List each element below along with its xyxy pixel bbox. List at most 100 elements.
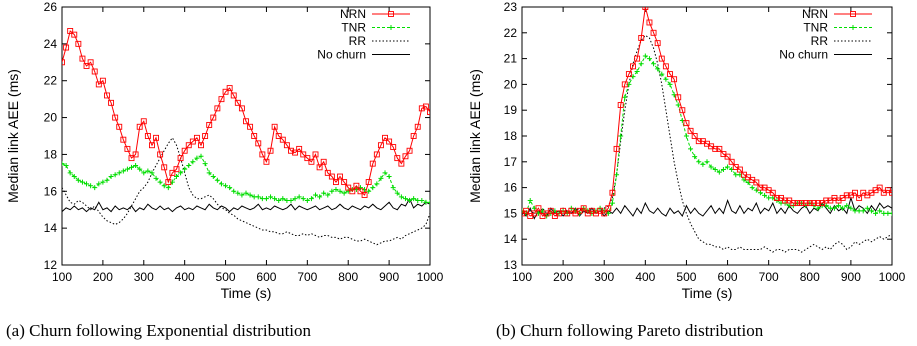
data-point-tnr [815,205,821,211]
data-point-tnr [419,198,425,203]
data-point-tnr [840,205,846,211]
data-point-tnr [100,179,106,185]
data-point-tnr [609,200,615,206]
data-point-nrn [377,142,384,149]
chart-panel-pareto: (b) Churn following Pareto distribution … [467,0,906,340]
data-point-tnr [112,172,118,178]
data-point-nrn [642,7,649,10]
data-point-nrn [712,145,719,152]
data-point-tnr [149,170,155,176]
data-point-nrn [259,151,266,158]
data-point-tnr [427,199,430,205]
data-point-tnr [704,159,710,165]
data-point-nrn [71,31,78,38]
data-point-tnr [374,181,380,187]
data-point-nrn [185,142,192,149]
data-point-tnr [382,170,388,176]
data-point-nrn [63,44,70,51]
data-point-nrn [243,118,249,125]
data-point-nrn [361,192,368,198]
data-point-nrn [806,200,813,207]
data-point-nrn [654,40,661,47]
data-point-tnr [67,170,73,176]
data-point-nrn [675,94,682,101]
data-point-tnr [378,175,384,181]
data-point-nrn [324,169,331,176]
series-line-rr [522,34,892,253]
data-point-tnr [280,196,286,202]
y-tick-label: 18 [504,129,518,143]
data-point-tnr [92,185,98,191]
data-point-nrn [189,138,196,145]
data-point-tnr [329,188,335,194]
legend-label-rr: RR [349,34,367,48]
data-point-tnr [873,210,879,216]
data-point-nrn [728,158,735,165]
x-tick-label: 800 [338,270,358,284]
data-point-nrn [67,28,74,34]
data-point-nrn [609,189,616,196]
y-tick-label: 22 [504,26,518,40]
data-point-nrn [349,188,356,195]
data-point-nrn [341,179,348,186]
data-point-tnr [646,56,652,62]
data-point-nrn [283,142,290,149]
x-axis-label: Time (s) [221,285,272,301]
data-point-nrn [523,207,530,214]
y-tick-label: 14 [44,221,58,235]
data-point-tnr [642,53,648,59]
data-point-tnr [720,167,726,173]
data-point-nrn [316,164,323,171]
data-point-tnr [683,133,689,139]
data-point-tnr [762,192,768,198]
x-tick-label: 600 [718,270,738,284]
data-point-nrn [108,99,115,106]
data-point-tnr [386,174,392,180]
data-point-nrn [279,136,286,143]
data-point-tnr [116,170,122,176]
data-point-tnr [239,192,245,198]
data-point-tnr [889,210,892,216]
legend-label-tnr: TNR [341,21,366,35]
data-point-nrn [410,133,417,139]
data-point-tnr [165,185,171,191]
data-point-nrn [605,205,612,212]
data-point-tnr [655,66,661,72]
data-point-tnr [407,198,413,203]
data-point-tnr [634,69,640,74]
data-point-tnr [223,183,229,189]
data-point-nrn [263,158,270,165]
data-point-tnr [182,166,188,172]
data-point-nrn [132,151,139,158]
x-tick-label: 900 [379,270,399,284]
data-point-tnr [227,185,233,191]
series-line-nrn [522,7,892,217]
data-point-nrn [369,160,376,167]
data-point-nrn [580,205,587,212]
legend-label-no-churn: No churn [779,48,828,62]
data-point-nrn [810,200,817,207]
data-point-tnr [206,170,212,176]
data-point-nrn [218,96,225,103]
data-point-nrn [333,179,339,186]
data-point-nrn [288,147,294,154]
data-point-tnr [692,154,698,160]
x-tick-label: 700 [759,270,779,284]
data-point-nrn [308,158,315,165]
data-point-nrn [547,207,554,214]
legend-marker [850,11,856,17]
data-point-nrn [422,103,429,110]
y-axis-label: Median link AEE (ms) [5,69,21,203]
data-point-nrn [128,155,135,162]
data-point-nrn [104,92,110,99]
x-tick-label: 300 [594,270,614,284]
y-tick-label: 17 [504,155,518,169]
data-point-tnr [708,164,714,170]
data-point-nrn [398,160,405,167]
data-point-tnr [62,161,65,167]
data-point-nrn [667,71,673,78]
data-point-nrn [300,151,307,158]
x-tick-label: 1000 [879,270,906,284]
data-point-tnr [394,190,400,196]
data-point-nrn [198,142,204,149]
